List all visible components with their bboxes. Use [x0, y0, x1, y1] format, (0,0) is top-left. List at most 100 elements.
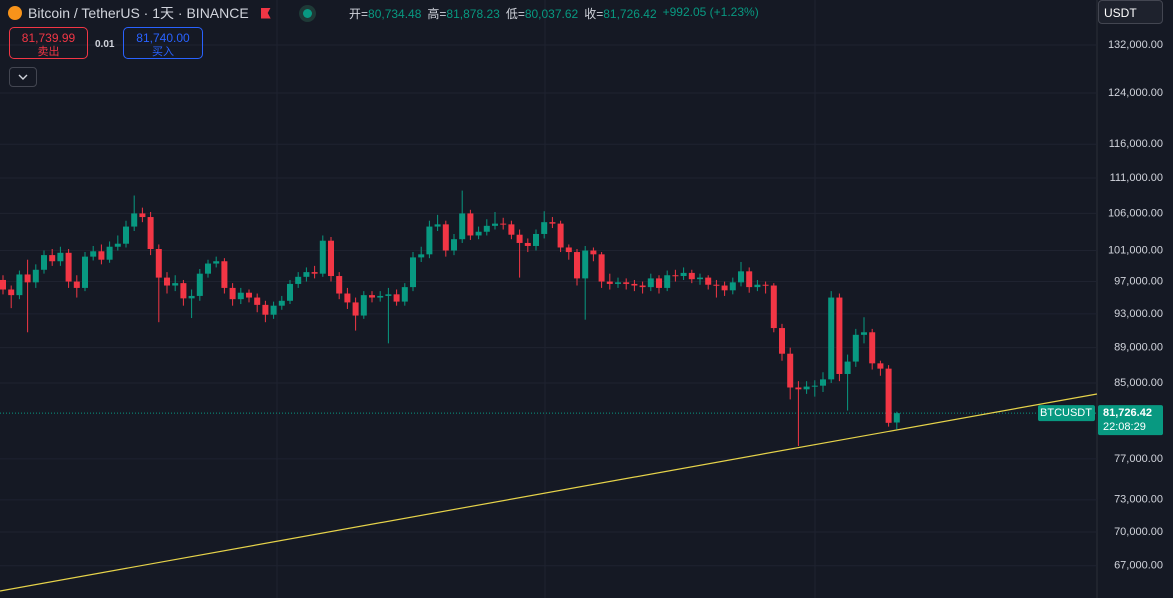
countdown: 22:08:29: [1103, 421, 1146, 433]
buy-price: 81,740.00: [136, 31, 190, 45]
collapse-button[interactable]: [9, 67, 37, 87]
candle-body: [844, 361, 851, 374]
candle-body: [795, 387, 802, 390]
candle-body: [295, 276, 302, 284]
buy-button[interactable]: 81,740.00 买入: [123, 27, 203, 59]
close-key: 收=: [584, 7, 604, 21]
candle-body: [820, 379, 826, 386]
candle-body: [254, 297, 261, 305]
y-tick-label: 116,000.00: [1109, 138, 1163, 150]
candle-body: [393, 294, 400, 302]
close-value: 81,726.42: [603, 7, 657, 21]
candle-body: [106, 246, 113, 260]
low-value: 80,037.62: [524, 7, 579, 21]
currency-select[interactable]: USDT: [1098, 0, 1163, 24]
candle-body: [885, 368, 892, 423]
candle-body: [811, 385, 818, 387]
candle-body: [287, 283, 293, 301]
btc-icon: [8, 6, 22, 20]
symbol-tag-bg: [1038, 405, 1095, 422]
candle-body: [205, 263, 211, 274]
candle-body: [672, 275, 679, 277]
candle-body: [565, 247, 572, 253]
candle-body: [869, 332, 876, 364]
candle-body: [336, 276, 343, 294]
candle-body: [418, 254, 425, 258]
candle-body: [229, 287, 236, 300]
candle-body: [574, 252, 580, 279]
candle-body: [582, 250, 589, 279]
candle-body: [557, 223, 564, 248]
candle-body: [516, 234, 523, 243]
candle-body: [434, 224, 441, 227]
candle-body: [8, 289, 15, 296]
candle-body: [180, 283, 187, 299]
candle-body: [500, 223, 507, 225]
candle-body: [0, 279, 6, 290]
candle-body: [164, 277, 170, 286]
candle-body: [90, 251, 97, 257]
high-value: 81,878.23: [446, 7, 500, 21]
candle-body: [877, 363, 884, 369]
candle-body: [533, 233, 539, 246]
symbol-tag: BTCUSDT: [1040, 407, 1092, 419]
candle-body: [213, 261, 220, 264]
y-tick-label: 101,000.00: [1108, 244, 1163, 256]
price-tag: 81,726.42: [1103, 407, 1152, 419]
sell-button[interactable]: 81,739.99 卖出: [9, 27, 88, 59]
buy-label: 买入: [152, 46, 174, 58]
candle-body: [639, 285, 646, 288]
candle-body: [754, 284, 761, 288]
candle-body: [590, 250, 597, 255]
low-key: 低=: [505, 7, 525, 21]
candle-body: [623, 282, 630, 284]
y-tick-label: 77,000.00: [1114, 453, 1163, 465]
candle-body: [114, 243, 121, 247]
price-tag-bg: [1098, 405, 1163, 436]
candle-body: [155, 249, 162, 278]
candle-body: [385, 294, 392, 296]
flag-icon[interactable]: [260, 7, 271, 19]
open-key: 开=: [349, 7, 369, 21]
candle-body: [246, 292, 252, 298]
candle-body: [442, 224, 449, 251]
candle-body: [615, 282, 621, 284]
candle-body: [451, 239, 457, 251]
candle-body: [139, 213, 146, 218]
currency-label: USDT: [1104, 6, 1137, 20]
candle-body: [647, 278, 654, 288]
candle-body: [344, 293, 351, 303]
candle-body: [131, 213, 138, 227]
candle-body: [57, 252, 64, 262]
candle-body: [172, 283, 179, 286]
candle-body: [475, 231, 482, 236]
candle-body: [688, 272, 695, 280]
candle-body: [426, 226, 433, 255]
candle-body: [492, 223, 498, 226]
y-tick-label: 70,000.00: [1114, 526, 1163, 538]
candle-body: [606, 281, 613, 284]
candle-body: [41, 255, 47, 270]
candle-body: [738, 271, 744, 283]
candle-body: [319, 240, 326, 274]
candle-body: [410, 257, 416, 288]
y-tick-label: 106,000.00: [1108, 207, 1163, 219]
candle-body: [861, 332, 867, 335]
candle-body: [303, 272, 310, 277]
candle-body: [196, 273, 203, 296]
candle-body: [270, 305, 277, 315]
candle-body: [16, 274, 23, 296]
candle-body: [729, 282, 736, 291]
candle-body: [123, 226, 129, 244]
y-tick-label: 97,000.00: [1114, 275, 1163, 287]
chevron-icon: [18, 74, 28, 80]
candle-body: [524, 242, 531, 246]
candle-body: [762, 284, 769, 286]
y-tick-label: 85,000.00: [1114, 377, 1163, 389]
candle-body: [779, 328, 785, 354]
candle-body: [664, 275, 671, 288]
candle-body: [262, 304, 269, 315]
candle-body: [352, 302, 359, 316]
